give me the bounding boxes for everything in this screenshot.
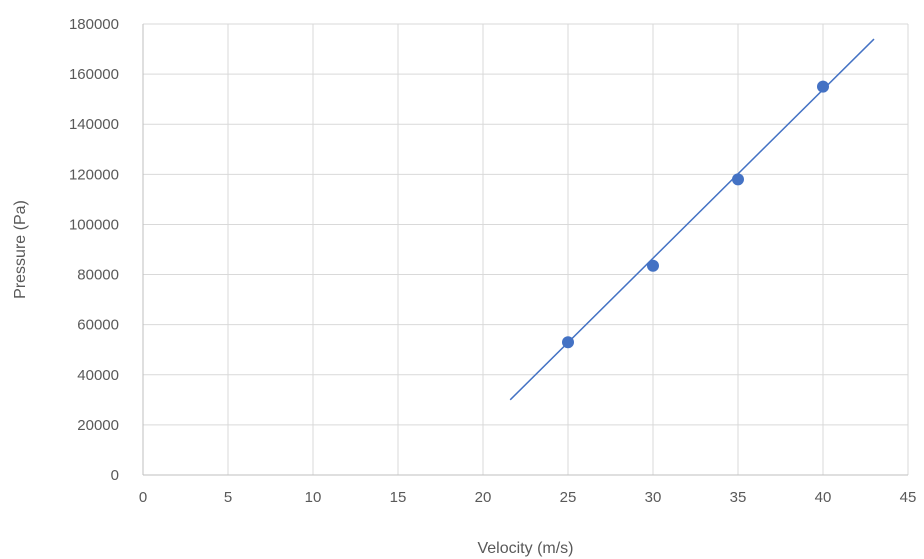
x-tick-label: 5 [224,489,232,506]
x-tick-label: 15 [390,489,407,506]
x-tick-label: 35 [730,489,747,506]
y-tick-label: 180000 [69,16,119,33]
data-point [562,336,574,349]
x-tick-label: 20 [475,489,492,506]
y-tick-label: 140000 [69,116,119,133]
data-point [732,173,744,186]
x-tick-label: 10 [305,489,322,506]
y-tick-label: 60000 [77,317,119,334]
data-point [647,259,659,272]
y-tick-label: 120000 [69,166,119,183]
y-axis-tick-labels: 0 20000 40000 60000 80000 100000 120000 140000 1… [69,16,119,484]
x-tick-label: 45 [900,489,917,506]
y-tick-label: 80000 [77,267,119,284]
x-axis-title: Velocity (m/s) [477,540,573,557]
x-tick-label: 25 [560,489,577,506]
data-points [562,80,829,349]
x-tick-label: 40 [815,489,832,506]
y-tick-label: 40000 [77,367,119,384]
x-tick-label: 0 [139,489,147,506]
y-tick-label: 160000 [69,66,119,83]
y-axis-title: Pressure (Pa) [12,200,29,299]
axes [142,24,908,476]
x-axis-tick-labels: 0 5 10 15 20 25 30 35 40 45 [139,489,917,506]
y-tick-label: 100000 [69,216,119,233]
y-tick-label: 0 [111,467,119,484]
data-point [817,80,829,93]
grid [143,23,909,475]
y-tick-label: 20000 [77,417,119,434]
x-tick-label: 30 [645,489,662,506]
